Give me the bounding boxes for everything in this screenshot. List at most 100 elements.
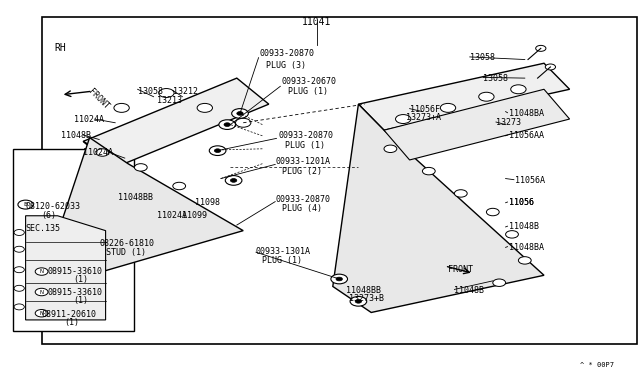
Circle shape [422,167,435,175]
Text: 08915-33610: 08915-33610 [48,288,103,296]
Text: 13212: 13212 [173,87,198,96]
Circle shape [236,118,251,127]
Circle shape [355,299,362,303]
Polygon shape [333,104,544,312]
Text: 00933-1201A: 00933-1201A [275,157,330,166]
Text: N: N [40,289,44,295]
Text: RH: RH [54,44,66,53]
Text: 13213: 13213 [157,96,182,105]
Circle shape [230,179,237,182]
Circle shape [219,120,236,129]
Text: 08226-61810: 08226-61810 [99,239,154,248]
Text: 00933-20870: 00933-20870 [278,131,333,140]
Circle shape [518,257,531,264]
Text: 13273: 13273 [496,118,521,127]
Polygon shape [83,141,224,231]
Text: FRONT: FRONT [448,265,473,274]
Polygon shape [384,89,570,160]
Circle shape [96,149,109,156]
Text: 11056AA: 11056AA [509,131,544,140]
Circle shape [237,112,243,115]
Text: 11098: 11098 [195,198,220,207]
Text: 11024A: 11024A [74,115,104,124]
Text: 08120-62033: 08120-62033 [26,202,81,211]
Text: 11056: 11056 [509,198,534,207]
Circle shape [197,103,212,112]
Text: 13058: 13058 [138,87,163,96]
Circle shape [209,146,226,155]
Text: PLUG (4): PLUG (4) [282,204,322,213]
Text: ^ * 00P7: ^ * 00P7 [580,362,614,368]
Circle shape [159,89,174,97]
Text: 11056A: 11056A [515,176,545,185]
Circle shape [114,103,129,112]
Circle shape [511,85,526,94]
Text: 08915-33610: 08915-33610 [48,267,103,276]
Text: 11041: 11041 [302,17,332,27]
Text: (1): (1) [74,275,88,284]
Circle shape [396,115,411,124]
Text: 13058: 13058 [483,74,508,83]
Circle shape [493,279,506,286]
Text: 11048BA: 11048BA [509,243,544,252]
Circle shape [384,145,397,153]
Text: 11056: 11056 [509,198,534,207]
Polygon shape [51,138,243,279]
Text: PLUG (2): PLUG (2) [282,167,322,176]
Text: (1): (1) [64,318,79,327]
Text: 11024A: 11024A [83,148,113,157]
Text: 11048B: 11048B [61,131,91,140]
Text: PLUG (1): PLUG (1) [285,141,325,150]
Text: FRONT: FRONT [86,87,111,110]
Text: 13273+A: 13273+A [406,113,442,122]
Text: B: B [24,202,28,207]
Circle shape [225,176,242,185]
Circle shape [486,208,499,216]
Text: N: N [40,269,44,274]
Circle shape [18,200,33,209]
Text: 11024A: 11024A [157,211,187,220]
Text: 13058: 13058 [470,53,495,62]
Text: 11048B: 11048B [509,222,539,231]
Circle shape [35,268,48,275]
Text: 13273+B: 13273+B [349,294,384,303]
Circle shape [173,182,186,190]
Circle shape [506,231,518,238]
Circle shape [14,246,24,252]
Circle shape [454,190,467,197]
Circle shape [440,103,456,112]
Text: 00933-20870: 00933-20870 [259,49,314,58]
Text: (6): (6) [42,211,56,220]
Text: 00933-1301A: 00933-1301A [256,247,311,256]
Text: (1): (1) [74,296,88,305]
Circle shape [14,267,24,273]
Circle shape [232,109,248,118]
Circle shape [336,277,342,281]
Polygon shape [358,63,570,130]
Bar [42,17,637,344]
Text: 08911-20610: 08911-20610 [42,310,97,319]
Circle shape [14,230,24,235]
Circle shape [14,285,24,291]
Circle shape [479,92,494,101]
Circle shape [134,164,147,171]
Text: N: N [40,311,44,316]
Text: PLUG (1): PLUG (1) [288,87,328,96]
Bar [13,149,134,331]
Text: 11099: 11099 [182,211,207,220]
Text: 00933-20670: 00933-20670 [282,77,337,86]
Text: PLUG (3): PLUG (3) [266,61,306,70]
Circle shape [214,149,221,153]
Circle shape [331,274,348,284]
Text: 11048BB: 11048BB [346,286,381,295]
Text: PLUG (1): PLUG (1) [262,256,302,265]
Circle shape [35,310,48,317]
Circle shape [224,123,230,126]
Polygon shape [26,216,106,320]
Text: STUD (1): STUD (1) [106,248,146,257]
Text: 00933-20870: 00933-20870 [275,195,330,203]
Circle shape [350,296,367,306]
Circle shape [545,64,556,70]
Text: 11048BA: 11048BA [509,109,544,118]
Circle shape [536,45,546,51]
